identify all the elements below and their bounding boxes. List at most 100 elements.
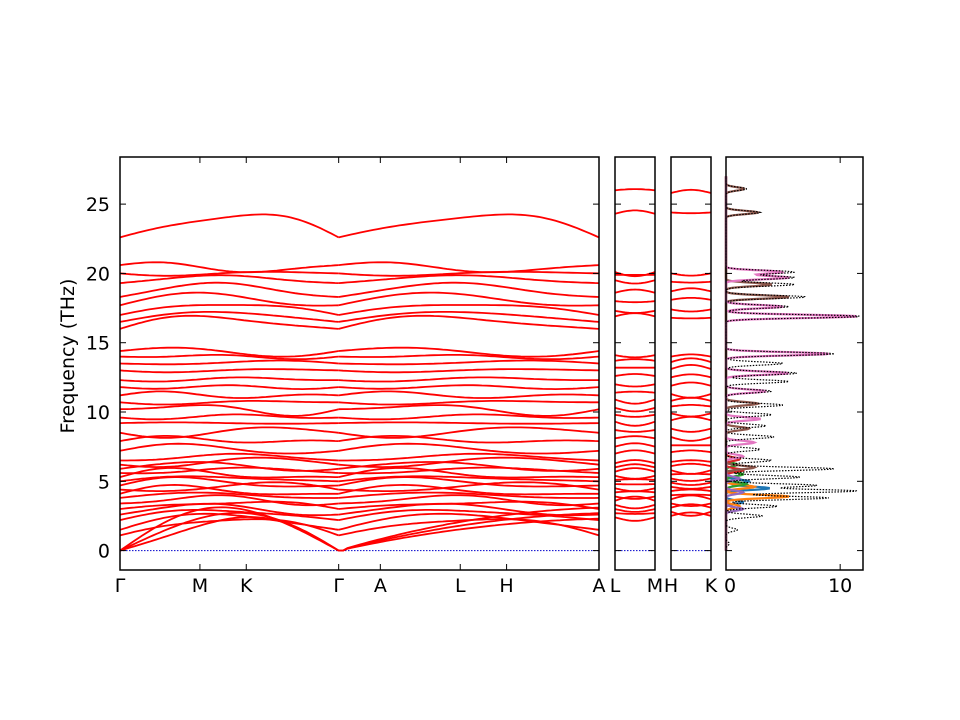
phonon-band bbox=[338, 461, 600, 472]
phonon-band bbox=[119, 502, 339, 517]
phonon-band bbox=[338, 368, 600, 374]
phonon-band bbox=[670, 211, 712, 215]
phonon-band bbox=[338, 481, 600, 492]
phonon-band bbox=[614, 420, 656, 427]
phonon-band bbox=[670, 308, 712, 313]
phonon-band bbox=[670, 477, 712, 482]
phonon-band bbox=[119, 421, 339, 425]
phonon-band bbox=[614, 309, 656, 314]
phonon-band bbox=[338, 404, 600, 417]
phonon-band bbox=[338, 213, 600, 239]
x-tick-label: H bbox=[499, 575, 513, 597]
phonon-band bbox=[670, 357, 712, 363]
phonon-band bbox=[119, 400, 339, 406]
phonon-band bbox=[119, 413, 339, 421]
phonon-band bbox=[670, 503, 712, 509]
phonon-band bbox=[670, 381, 712, 387]
band-panel-frame bbox=[670, 156, 712, 571]
phonon-band bbox=[670, 459, 712, 463]
phonon-band bbox=[338, 354, 600, 361]
phonon-band bbox=[119, 404, 339, 417]
x-tick-label: M bbox=[647, 575, 663, 597]
phonon-band bbox=[119, 475, 339, 483]
phonon-band bbox=[670, 481, 712, 486]
phonon-band bbox=[670, 404, 712, 408]
phonon-band bbox=[338, 491, 600, 499]
phonon-band bbox=[670, 462, 712, 467]
phonon-band bbox=[338, 281, 600, 298]
phonon-band bbox=[119, 435, 339, 444]
phonon-band bbox=[119, 456, 339, 469]
x-tick-label: L bbox=[610, 575, 621, 597]
phonon-band bbox=[614, 406, 656, 413]
phonon-band bbox=[614, 373, 656, 377]
phonon-band bbox=[338, 500, 600, 510]
phonon-band bbox=[338, 518, 600, 537]
phonon-band bbox=[119, 461, 339, 472]
phonon-band bbox=[670, 510, 712, 517]
x-tick-label: A bbox=[593, 575, 606, 597]
phonon-band bbox=[670, 353, 712, 358]
phonon-band bbox=[670, 272, 712, 277]
phonon-band bbox=[338, 274, 600, 284]
phonon-band bbox=[670, 493, 712, 497]
phonon-band bbox=[338, 270, 600, 277]
phonon-band bbox=[119, 274, 339, 284]
phonon-band bbox=[338, 517, 600, 552]
phonon-band bbox=[670, 485, 712, 490]
phonon-band bbox=[614, 487, 656, 493]
dos-panel-frame bbox=[725, 156, 864, 571]
phonon-band bbox=[614, 516, 656, 522]
y-tick-label: 5 bbox=[98, 471, 110, 493]
phonon-band bbox=[119, 483, 339, 496]
phonon-band bbox=[119, 512, 339, 531]
dos-x-tick-label: 10 bbox=[828, 575, 852, 597]
phonon-band bbox=[338, 512, 600, 552]
phonon-band bbox=[614, 508, 656, 513]
phonon-band bbox=[119, 261, 339, 274]
phonon-band bbox=[670, 449, 712, 454]
y-tick-label: 10 bbox=[86, 402, 110, 424]
phonon-band bbox=[338, 421, 600, 425]
phonon-band bbox=[119, 359, 339, 366]
phonon-band bbox=[119, 494, 339, 507]
phonon-band bbox=[338, 346, 600, 358]
x-tick-label: Γ bbox=[115, 575, 126, 597]
phonon-band bbox=[614, 474, 656, 480]
phonon-band bbox=[119, 270, 339, 277]
phonon-band bbox=[670, 469, 712, 475]
phonon-band bbox=[614, 279, 656, 285]
phonon-band bbox=[119, 346, 339, 358]
y-tick-label: 0 bbox=[98, 541, 110, 563]
y-tick-label: 20 bbox=[86, 263, 110, 285]
phonon-band bbox=[670, 316, 712, 320]
phonon-band bbox=[614, 495, 656, 500]
phonon-band bbox=[119, 291, 339, 307]
phonon-band bbox=[119, 426, 339, 439]
phonon-band bbox=[614, 463, 656, 469]
phonon-band bbox=[614, 467, 656, 473]
phonon-band bbox=[119, 481, 339, 492]
phonon-band bbox=[614, 188, 656, 192]
band-panel-frame bbox=[614, 156, 656, 571]
y-tick-label: 25 bbox=[86, 194, 110, 216]
phonon-band bbox=[338, 475, 600, 483]
phonon-band bbox=[338, 452, 600, 462]
phonon-band bbox=[119, 384, 339, 391]
y-tick-label: 15 bbox=[86, 333, 110, 355]
phonon-band bbox=[338, 502, 600, 517]
phonon-band bbox=[670, 373, 712, 379]
phonon-band bbox=[614, 429, 656, 433]
phonon-band bbox=[119, 354, 339, 361]
phonon-band bbox=[120, 452, 339, 462]
phonon-band bbox=[338, 304, 600, 316]
y-axis-label: Frequency (THz) bbox=[57, 279, 79, 434]
x-tick-label: A bbox=[374, 575, 387, 597]
phonon-band bbox=[338, 261, 600, 274]
phonon-band bbox=[338, 413, 600, 421]
phonon-band bbox=[338, 483, 599, 496]
phonon-band bbox=[338, 426, 600, 439]
